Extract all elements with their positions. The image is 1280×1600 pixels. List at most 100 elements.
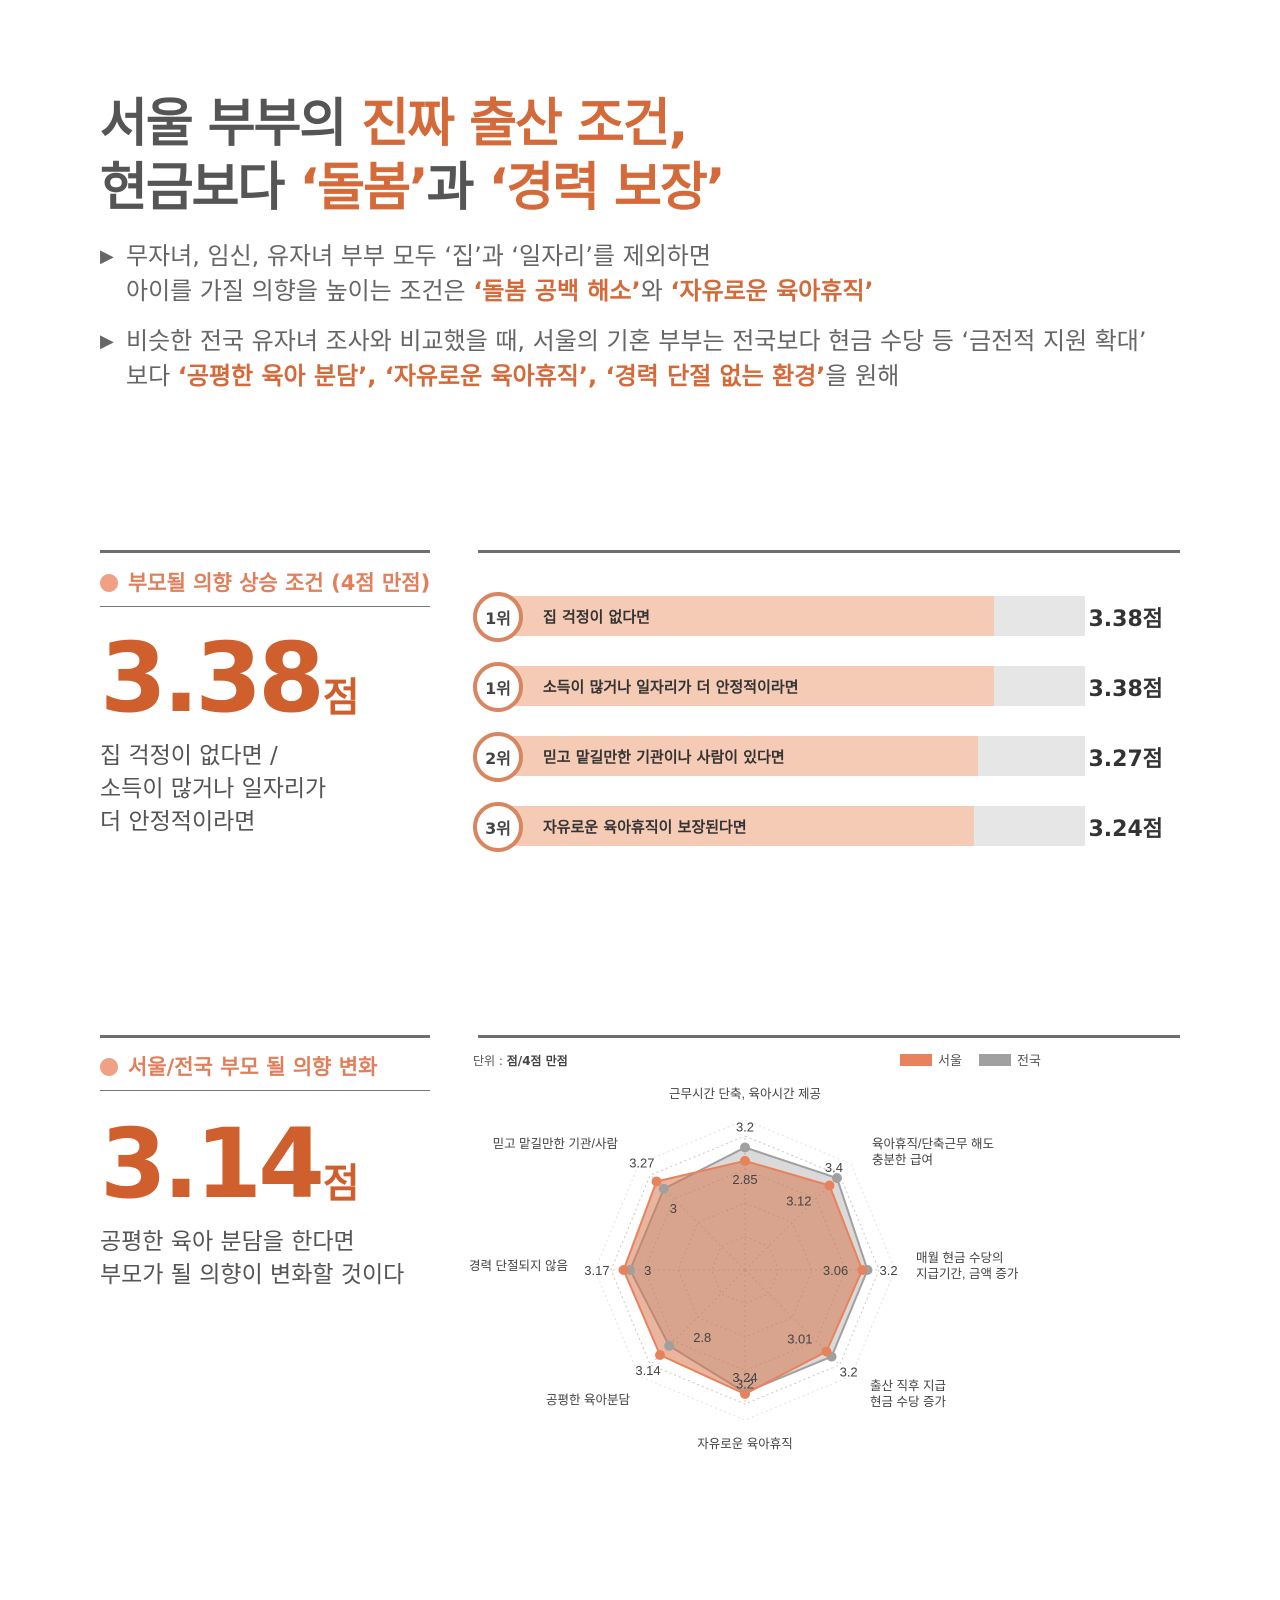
legend-national: 전국 [979, 1050, 1041, 1069]
bullet-1-highlight-2: ‘자유로운 육아휴직’ [670, 277, 874, 305]
radar-value-label: 3.2 [880, 1263, 898, 1278]
radar-value-label: 3.2 [840, 1365, 858, 1380]
legend-swatch-seoul [900, 1054, 932, 1066]
radar-grid-ring [610, 1135, 880, 1405]
section2-right-divider [478, 1035, 1180, 1038]
section2-big-figure: 3.14점 [100, 1108, 360, 1220]
bar-category-label: 집 걱정이 없다면 [543, 608, 651, 626]
bullet-1-highlight-1: ‘돌봄 공백 해소’ [473, 277, 641, 305]
bar-track [499, 736, 1085, 776]
radar-point [740, 1155, 750, 1166]
radar-axis-label: 자유로운 육아휴직 [697, 1437, 792, 1451]
summary-bullet-1: ▶ 무자녀, 임신, 유자녀 부부 모두 ‘집’과 ‘일자리’를 제외하면 아이… [100, 239, 874, 309]
title-line2-highlight-1: ‘돌봄’ [299, 158, 428, 218]
radar-point [618, 1265, 629, 1275]
section1-label: 부모될 의향 상승 조건 (4점 만점) [100, 567, 430, 597]
radar-value-label: 3.2 [736, 1120, 754, 1135]
radar-axis-label: 지급기간, 금액 증가 [916, 1267, 1019, 1281]
section1-desc-line: 더 안정적이라면 [100, 809, 256, 835]
radar-value-label: 3.27 [629, 1156, 654, 1171]
bullet-1-text-a: 아이를 가질 의향을 높이는 조건은 [126, 277, 474, 305]
radar-value-label: 2.85 [732, 1172, 757, 1187]
section2-desc-line: 부모가 될 의향이 변화할 것이다 [100, 1262, 405, 1288]
legend-label-national: 전국 [1017, 1054, 1041, 1069]
title-line1-part-a: 서울 부부의 [100, 94, 362, 154]
page-title: 서울 부부의 진짜 출산 조건, 현금보다 ‘돌봄’과 ‘경력 보장’ [100, 92, 726, 220]
rank-badge: 1위 [473, 662, 523, 712]
radar-value-label: 3.2 [736, 1377, 754, 1392]
radar-value-label: 3 [670, 1201, 677, 1216]
radar-value-label: 3.17 [584, 1263, 609, 1278]
section1-label-underline [100, 606, 430, 607]
chart-unit-note: 단위 : 점/4점 만점 [473, 1052, 568, 1069]
section2-left-divider [100, 1035, 430, 1038]
bullet-2-highlight: ‘공평한 육아 분담’, ‘자유로운 육아휴직’, ‘경력 단절 없는 환경’ [177, 362, 826, 390]
radar-value-label: 3.01 [787, 1332, 812, 1347]
legend-swatch-national [979, 1054, 1011, 1066]
radar-value-label: 3.4 [825, 1160, 843, 1175]
title-line2-highlight-2: ‘경력 보장’ [488, 158, 726, 218]
title-line2-part-a: 현금보다 [100, 158, 300, 218]
orange-dot-icon [100, 574, 118, 592]
radar-axis-label: 매월 현금 수당의 [916, 1251, 1003, 1265]
section1-left-divider [100, 550, 430, 553]
radar-point [655, 1350, 665, 1360]
bar [499, 736, 979, 776]
bar-track [499, 666, 1085, 706]
rank-badge: 2위 [473, 732, 523, 782]
triangle-bullet-icon: ▶ [100, 331, 114, 352]
legend-seoul: 서울 [900, 1050, 962, 1069]
section2-big-number: 3.14 [100, 1108, 325, 1220]
title-line2: 현금보다 ‘돌봄’과 ‘경력 보장’ [100, 158, 726, 218]
bullet-1-text-c: 와 [640, 277, 671, 305]
section1-big-number: 3.38 [100, 622, 325, 734]
radar-axis-label: 경력 단절되지 않음 [469, 1259, 568, 1273]
radar-axis-label: 출산 직후 지급 [870, 1379, 946, 1393]
title-line1-highlight: 진짜 출산 조건, [361, 94, 688, 154]
section2-label-text: 서울/전국 부모 될 의향 변화 [128, 1055, 378, 1079]
radar-chart: 2.85 3.12 3.06 3.01 3.24 3.14 3.17 3.27 3.2 3.4 3.… [469, 1087, 1019, 1451]
title-line1: 서울 부부의 진짜 출산 조건, [100, 94, 688, 154]
ranking-row: 1위 소득이 많거나 일자리가 더 안정적이라면 3.38점 [473, 662, 1163, 714]
bar [499, 666, 995, 706]
ranking-row: 1위 집 걱정이 없다면 3.38점 [473, 592, 1163, 644]
bar [499, 806, 974, 846]
section1-label-text: 부모될 의향 상승 조건 (4점 만점) [128, 571, 431, 595]
bar [499, 596, 995, 636]
radar-axis-label: 믿고 맡길만한 기관/사람 [493, 1137, 619, 1151]
radar-point [832, 1173, 842, 1183]
bar-track [499, 596, 1085, 636]
summary-bullet-2: ▶ 비슷한 전국 유자녀 조사와 비교했을 때, 서울의 기혼 부부는 전국보다… [100, 324, 1147, 394]
unit-prefix: 단위 : [473, 1054, 507, 1068]
radar-value-label: 3.24 [732, 1370, 757, 1385]
rank-badge: 3위 [473, 802, 523, 852]
bar-value-label: 3.24점 [1088, 817, 1163, 842]
section1-desc-line: 소득이 많거나 일자리가 [100, 776, 327, 802]
triangle-bullet-icon: ▶ [100, 246, 114, 267]
section1-right-divider [478, 550, 1180, 553]
bar-track [499, 806, 1085, 846]
radar-value-label: 3 [644, 1263, 651, 1278]
section1-big-unit: 점 [322, 675, 360, 721]
section2-label-underline [100, 1090, 430, 1091]
title-line2-part-c: 과 [426, 158, 489, 218]
radar-point [821, 1346, 832, 1357]
radar-value-label: 2.8 [693, 1330, 711, 1345]
section1-description: 집 걱정이 없다면 / 소득이 많거나 일자리가 더 안정적이라면 [100, 740, 326, 839]
section2-description: 공평한 육아 분담을 한다면 부모가 될 의향이 변화할 것이다 [100, 1226, 404, 1292]
radar-point [658, 1183, 669, 1194]
ranking-row: 2위 믿고 맡길만한 기관이나 사람이 있다면 3.27점 [473, 732, 1163, 784]
radar-axis-label: 근무시간 단축, 육아시간 제공 [669, 1087, 821, 1101]
bullet-1-line-1: 무자녀, 임신, 유자녀 부부 모두 ‘집’과 ‘일자리’를 제외하면 [126, 242, 711, 270]
bullet-2-line-1: 비슷한 전국 유자녀 조사와 비교했을 때, 서울의 기혼 부부는 전국보다 현… [126, 327, 1147, 355]
bullet-2-text-a: 보다 [126, 362, 178, 390]
radar-point [664, 1340, 675, 1351]
section2-desc-line: 공평한 육아 분담을 한다면 [100, 1229, 355, 1255]
radar-grid-ring [594, 1119, 896, 1421]
bullet-2-line-2: 보다 ‘공평한 육아 분담’, ‘자유로운 육아휴직’, ‘경력 단절 없는 환… [100, 359, 1147, 394]
radar-point [857, 1265, 868, 1275]
bar-value-label: 3.27점 [1088, 747, 1163, 772]
radar-axis-label: 충분한 급여 [872, 1153, 933, 1167]
bar-value-label: 3.38점 [1088, 677, 1163, 702]
radar-value-label: 3.12 [786, 1194, 811, 1209]
